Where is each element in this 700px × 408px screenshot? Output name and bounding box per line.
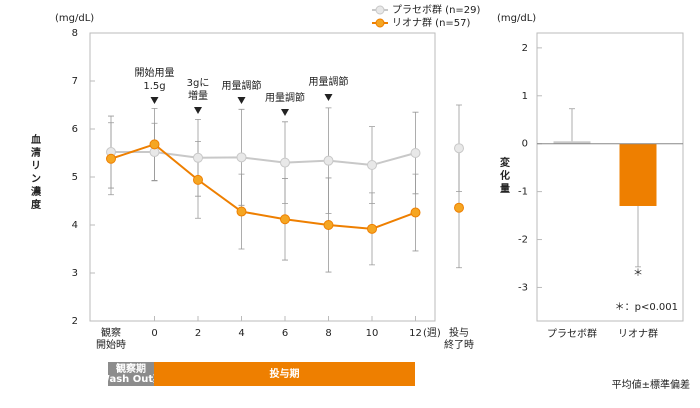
arrow (324, 94, 333, 101)
marker (410, 148, 421, 158)
y-tick-label: 1 (522, 91, 528, 102)
x-tick-label: 6 (282, 328, 288, 339)
marker (454, 202, 464, 213)
x-tick-label: 12 (409, 328, 422, 339)
error-bar (569, 108, 575, 142)
y-axis-label: 血清リン濃度 (31, 133, 42, 211)
annotation: 3gに増量 (187, 77, 210, 102)
error-bar (635, 205, 641, 268)
period-label: 観察期(Wash Out期) (94, 362, 168, 385)
plot-frame (536, 32, 684, 322)
y-tick-label: 2 (72, 316, 78, 327)
marker (367, 223, 377, 234)
marker (106, 153, 116, 164)
arrow (281, 109, 289, 116)
legend-marker (375, 5, 385, 15)
legend-label: プラセボ群 (n=29) (392, 3, 481, 16)
arrow (194, 107, 202, 114)
annotation: 用量調節 (309, 75, 349, 88)
x-unit: (週) (423, 327, 441, 339)
arrow (150, 97, 159, 104)
y-tick-label: -3 (518, 282, 528, 293)
bar (619, 143, 657, 206)
period-bar (108, 362, 154, 386)
y-tick-label: 3 (72, 268, 78, 279)
x-tick-label: 4 (238, 328, 244, 339)
bar (553, 141, 591, 144)
x-tick-label: プラセボ群 (547, 327, 597, 340)
series-line (110, 143, 416, 230)
y-tick-label: 5 (72, 172, 78, 183)
marker (323, 220, 334, 230)
x-tick-label: リオナ群 (618, 327, 658, 340)
x-tick-label: 投与終了時 (444, 326, 474, 351)
y-tick-label: 6 (72, 124, 78, 135)
footnote: 平均値±標準偏差 (612, 378, 690, 391)
y-tick-label: 4 (72, 220, 78, 231)
marker (280, 214, 290, 225)
y-unit: (mg/dL) (497, 13, 536, 24)
y-tick-label: -2 (518, 235, 528, 246)
x-tick-label: 8 (325, 328, 331, 339)
marker (236, 152, 247, 163)
legend-marker (375, 18, 385, 28)
series-line (111, 151, 416, 167)
annotation: 開始用量 1.5g (135, 66, 175, 92)
x-tick-label: 観察開始時 (96, 326, 126, 351)
y-axis-label: 変化量 (500, 156, 511, 195)
y-tick-label: 0 (522, 139, 528, 150)
marker (280, 157, 290, 168)
marker (410, 207, 421, 218)
marker (193, 152, 203, 163)
y-tick-label: -1 (518, 187, 528, 198)
legend-label: リオナ群 (n=57) (392, 16, 471, 29)
y-tick-label: 8 (72, 28, 78, 39)
note: ＊：p<0.001 (615, 302, 678, 313)
annotation: 用量調節 (222, 79, 262, 92)
period-label: 投与期 (270, 367, 300, 380)
marker (236, 206, 247, 217)
x-tick-label: 0 (151, 328, 157, 339)
annotation: 用量調節 (265, 91, 305, 104)
y-tick-label: 2 (522, 43, 528, 54)
y-unit: (mg/dL) (55, 13, 94, 24)
y-tick-label: 7 (72, 76, 78, 87)
significance: ＊ (633, 268, 643, 279)
x-tick-label: 10 (366, 328, 379, 339)
marker (454, 143, 464, 154)
marker (367, 160, 377, 170)
arrow (237, 97, 246, 104)
marker (323, 155, 334, 166)
period-bar (154, 362, 415, 386)
marker (193, 174, 203, 185)
marker (149, 139, 160, 150)
x-tick-label: 2 (195, 328, 201, 339)
